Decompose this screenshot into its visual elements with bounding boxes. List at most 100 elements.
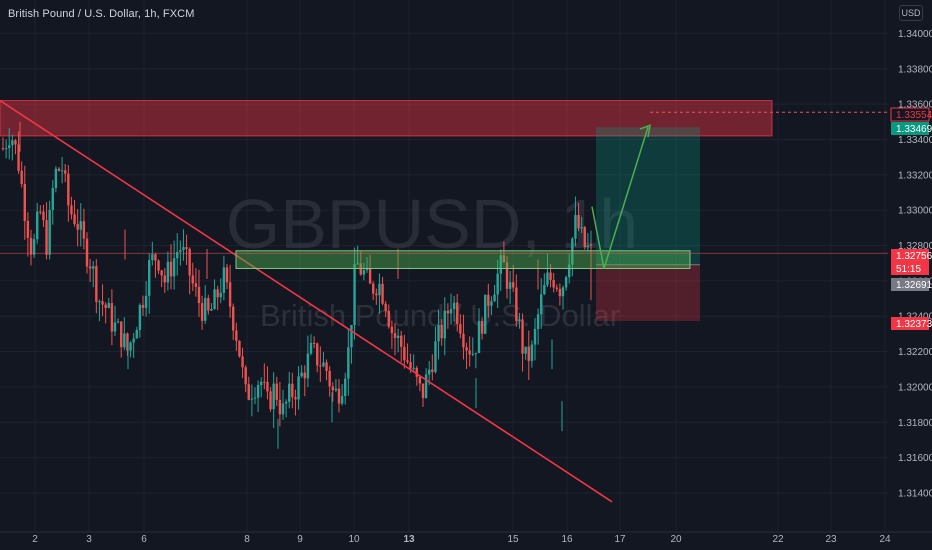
candle [487, 283, 490, 318]
candle [76, 209, 79, 247]
candle-body [462, 333, 465, 348]
candle [375, 288, 378, 305]
candle [256, 380, 260, 412]
candle-body [250, 398, 254, 400]
candle [219, 278, 222, 304]
candle-body [101, 301, 104, 305]
candle-body [530, 344, 534, 361]
candle [334, 379, 338, 393]
candle [244, 365, 247, 393]
candle-body [524, 346, 527, 354]
candle [64, 163, 67, 183]
chart-grid [0, 0, 888, 532]
candle [176, 233, 179, 276]
time-tick-label: 23 [825, 534, 837, 545]
candle-body [182, 247, 185, 251]
candle-body [356, 263, 359, 265]
price-label-text: 51:15 [896, 264, 921, 275]
currency-button[interactable]: USD [899, 5, 923, 21]
time-tick-label: 16 [561, 534, 573, 545]
price-label-box [891, 262, 929, 275]
candle-body [281, 403, 285, 415]
candle [207, 294, 210, 315]
candle [160, 269, 163, 288]
projection-arrow-head [639, 124, 651, 138]
candle [126, 332, 129, 356]
candle [449, 293, 453, 325]
candle-body [546, 272, 549, 285]
candle [45, 202, 48, 260]
candle [381, 276, 384, 306]
price-label-box [891, 317, 929, 330]
price-label-box [891, 278, 929, 291]
candle-body [564, 277, 568, 288]
time-tick-label: 22 [772, 534, 784, 545]
candle [306, 335, 310, 388]
candle [518, 312, 521, 329]
candle [400, 330, 403, 363]
candle-body [191, 275, 194, 284]
candle-body [487, 294, 490, 306]
candle-body [92, 266, 95, 269]
price-tick-label: 1.33800 [898, 64, 932, 75]
candle [527, 330, 530, 381]
price-label-box [891, 249, 929, 262]
price-tick-label: 1.31600 [898, 453, 932, 464]
candle [316, 342, 319, 373]
candle [480, 317, 484, 340]
candle [200, 295, 204, 330]
candle-body [406, 360, 409, 362]
candle-body [390, 326, 394, 334]
candle-body [437, 324, 440, 342]
candle-body [88, 266, 92, 269]
candle-body [297, 376, 300, 400]
candle-body [533, 328, 537, 345]
price-label: 1.32373 [891, 317, 932, 330]
candle-body [456, 302, 459, 325]
candle [210, 302, 213, 312]
candle [48, 200, 51, 260]
candle-body [176, 251, 179, 259]
time-axis[interactable]: 2 3 6 8 9 10 13 15 16 17 20 22 23 24 [0, 531, 932, 550]
candle-body [306, 353, 310, 379]
time-tick-label: 2 [32, 534, 38, 545]
candle-body [325, 362, 328, 371]
candle-body [362, 270, 366, 275]
candle-body [465, 347, 468, 351]
candle [396, 328, 400, 353]
candle-body [123, 333, 126, 348]
candle-body [543, 284, 546, 295]
candle [493, 284, 496, 302]
candle [536, 308, 540, 345]
time-tick-label: 13 [403, 534, 415, 545]
candle [502, 241, 506, 263]
candle-body [163, 275, 166, 283]
time-tick-label: 17 [614, 534, 626, 545]
candle [403, 334, 406, 369]
candle [129, 341, 132, 358]
candle-body [222, 267, 226, 293]
candle [260, 377, 263, 398]
candle [291, 372, 294, 409]
candle-body [365, 268, 369, 271]
candle-body [424, 374, 428, 399]
candle [571, 237, 574, 277]
candle-body [340, 396, 344, 404]
candle [213, 279, 216, 310]
candle-body [303, 372, 306, 379]
position-profit-zone [596, 127, 700, 265]
candle-body [558, 288, 562, 297]
candle-body [409, 361, 412, 369]
symbol-title[interactable]: British Pound / U.S. Dollar, 1h, FXCM [8, 8, 195, 20]
candle [148, 253, 151, 314]
candle-body [412, 367, 415, 369]
candle-body [197, 286, 201, 304]
candle [275, 376, 278, 407]
candle [232, 303, 235, 340]
time-axis-background [0, 532, 932, 550]
candle [471, 337, 474, 357]
candle-body [247, 384, 250, 400]
candle [157, 259, 160, 275]
candle-body [515, 287, 518, 322]
